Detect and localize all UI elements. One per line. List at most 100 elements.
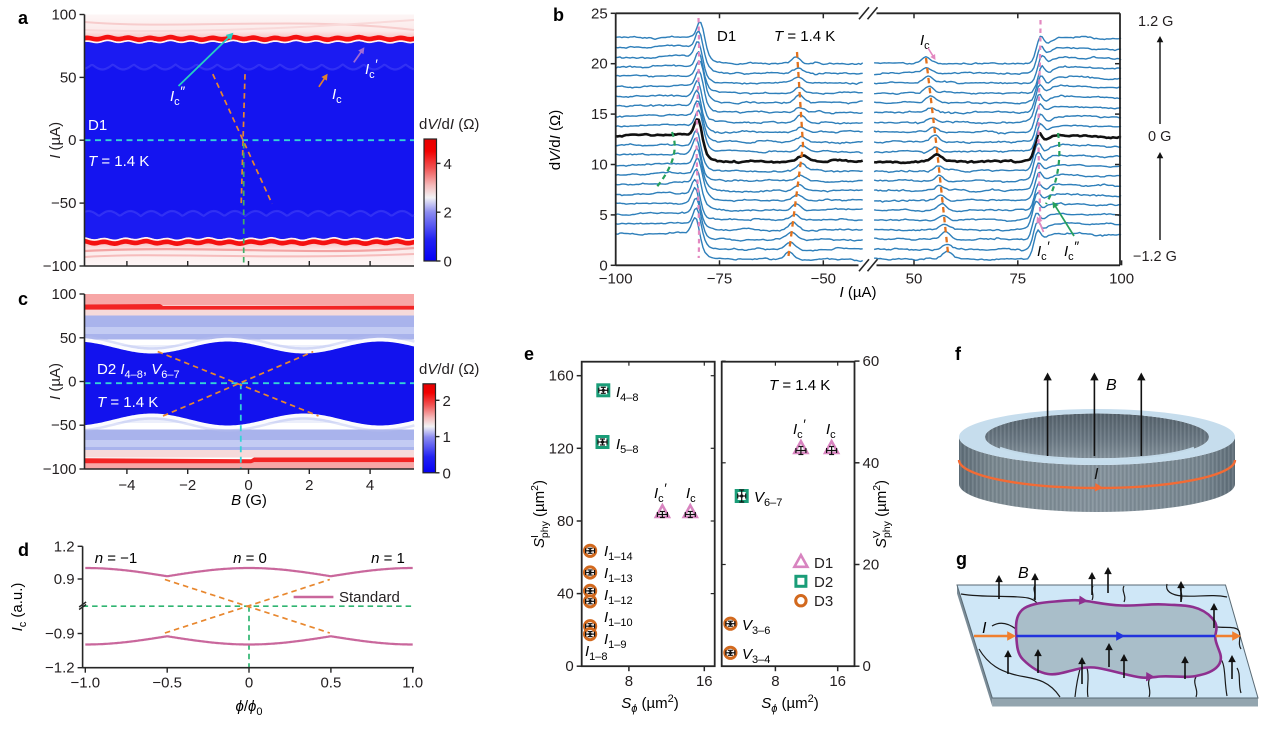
svg-text:dV/dI (Ω): dV/dI (Ω) xyxy=(419,361,479,378)
svg-text:T = 1.4 K: T = 1.4 K xyxy=(97,394,158,411)
svg-text:20: 20 xyxy=(863,557,880,574)
svg-text:2: 2 xyxy=(444,205,452,222)
svg-text:I: I xyxy=(982,620,987,637)
svg-text:−1.0: −1.0 xyxy=(70,675,100,692)
svg-text:100: 100 xyxy=(51,286,76,303)
svg-text:I (µA): I (µA) xyxy=(47,122,64,159)
svg-text:ϕ/ϕ0: ϕ/ϕ0 xyxy=(236,698,263,718)
svg-text:SVphy (µm2): SVphy (µm2) xyxy=(871,480,893,548)
svg-text:0: 0 xyxy=(599,257,607,274)
svg-text:−1.2 G: −1.2 G xyxy=(1133,249,1177,265)
svg-text:10: 10 xyxy=(591,157,608,174)
svg-text:I (µA): I (µA) xyxy=(840,284,877,301)
svg-text:e: e xyxy=(524,344,534,364)
svg-text:0: 0 xyxy=(444,254,452,271)
svg-text:I (µA): I (µA) xyxy=(47,363,64,400)
svg-text:D1: D1 xyxy=(88,117,107,134)
svg-text:0 G: 0 G xyxy=(1148,129,1171,145)
svg-text:T = 1.4 K: T = 1.4 K xyxy=(769,377,830,394)
svg-text:Ic: Ic xyxy=(332,86,342,106)
svg-text:50: 50 xyxy=(60,69,77,86)
svg-text:50: 50 xyxy=(906,270,923,287)
svg-text:I4–8: I4–8 xyxy=(616,384,639,404)
svg-text:d: d xyxy=(18,540,29,560)
svg-text:16: 16 xyxy=(696,673,713,690)
svg-text:B: B xyxy=(1018,565,1029,582)
svg-text:D1: D1 xyxy=(814,555,833,572)
svg-text:n = 1: n = 1 xyxy=(371,550,405,567)
svg-text:−0.9: −0.9 xyxy=(45,626,75,643)
svg-text:8: 8 xyxy=(771,673,779,690)
svg-text:−1.2: −1.2 xyxy=(45,660,75,677)
svg-text:1: 1 xyxy=(443,429,451,446)
svg-text:T = 1.4 K: T = 1.4 K xyxy=(774,28,835,45)
svg-text:50: 50 xyxy=(60,330,77,347)
svg-text:c: c xyxy=(18,289,28,309)
svg-text:−50: −50 xyxy=(51,417,76,434)
svg-text:Ic: Ic xyxy=(920,32,930,52)
svg-text:−50: −50 xyxy=(51,195,76,212)
svg-text:−4: −4 xyxy=(118,477,135,494)
svg-text:I1–10: I1–10 xyxy=(604,609,633,629)
svg-text:8: 8 xyxy=(625,673,633,690)
svg-text:I1–9: I1–9 xyxy=(604,631,627,651)
svg-text:1.2 G: 1.2 G xyxy=(1138,14,1173,30)
svg-text:D2: D2 xyxy=(814,574,833,591)
svg-text:2: 2 xyxy=(305,477,313,494)
svg-text:Sϕ (µm2): Sϕ (µm2) xyxy=(761,693,819,715)
svg-text:I: I xyxy=(1094,466,1099,483)
svg-text:Standard: Standard xyxy=(339,589,400,606)
svg-text:a: a xyxy=(18,8,29,28)
svg-text:I1–12: I1–12 xyxy=(604,587,633,607)
svg-text:0.5: 0.5 xyxy=(320,675,341,692)
svg-text:1.0: 1.0 xyxy=(402,675,423,692)
svg-text:B (G): B (G) xyxy=(231,492,267,509)
svg-text:Sϕ (µm2): Sϕ (µm2) xyxy=(621,693,679,715)
svg-text:40: 40 xyxy=(863,455,880,472)
svg-text:25: 25 xyxy=(591,5,608,22)
svg-text:V3–6: V3–6 xyxy=(742,617,770,637)
svg-text:75: 75 xyxy=(1009,270,1026,287)
svg-text:100: 100 xyxy=(51,7,76,24)
svg-text:g: g xyxy=(956,549,967,569)
svg-text:80: 80 xyxy=(557,513,574,530)
svg-text:I1–13: I1–13 xyxy=(604,565,633,585)
svg-text:−50: −50 xyxy=(811,270,836,287)
svg-text:V6–7: V6–7 xyxy=(754,489,782,509)
svg-text:0: 0 xyxy=(863,658,871,675)
svg-text:5: 5 xyxy=(599,207,607,224)
svg-text:120: 120 xyxy=(549,440,574,457)
svg-text:0: 0 xyxy=(245,675,253,692)
svg-text:−75: −75 xyxy=(707,270,732,287)
svg-text:0: 0 xyxy=(68,132,76,149)
svg-text:D2 I4–8, V6–7: D2 I4–8, V6–7 xyxy=(97,361,180,381)
svg-text:D1: D1 xyxy=(717,28,736,45)
svg-text:B: B xyxy=(1106,377,1117,394)
svg-text:n = 0: n = 0 xyxy=(233,550,267,567)
svg-text:dV/dI (Ω): dV/dI (Ω) xyxy=(419,116,479,133)
svg-text:0: 0 xyxy=(443,465,451,482)
svg-text:20: 20 xyxy=(591,56,608,73)
svg-text:SIphy (µm2): SIphy (µm2) xyxy=(529,480,551,548)
svg-text:Ic: Ic xyxy=(686,485,696,505)
svg-text:f: f xyxy=(955,344,962,364)
svg-text:−100: −100 xyxy=(43,258,77,275)
svg-text:n = −1: n = −1 xyxy=(95,550,138,567)
svg-text:160: 160 xyxy=(549,368,574,385)
svg-text:40: 40 xyxy=(557,586,574,603)
svg-text:−0.5: −0.5 xyxy=(152,675,182,692)
svg-text:15: 15 xyxy=(591,106,608,123)
svg-text:D3: D3 xyxy=(814,593,833,610)
svg-text:4: 4 xyxy=(444,156,452,173)
svg-text:Ic: Ic xyxy=(826,421,836,441)
svg-text:0: 0 xyxy=(68,374,76,391)
svg-text:0: 0 xyxy=(244,477,252,494)
svg-text:−100: −100 xyxy=(43,461,77,478)
svg-text:T = 1.4 K: T = 1.4 K xyxy=(88,153,149,170)
svg-text:b: b xyxy=(553,5,564,25)
svg-text:100: 100 xyxy=(1109,270,1134,287)
svg-text:I1–8: I1–8 xyxy=(585,643,608,663)
svg-text:16: 16 xyxy=(829,673,846,690)
svg-text:0: 0 xyxy=(565,658,573,675)
svg-text:60: 60 xyxy=(863,353,880,370)
